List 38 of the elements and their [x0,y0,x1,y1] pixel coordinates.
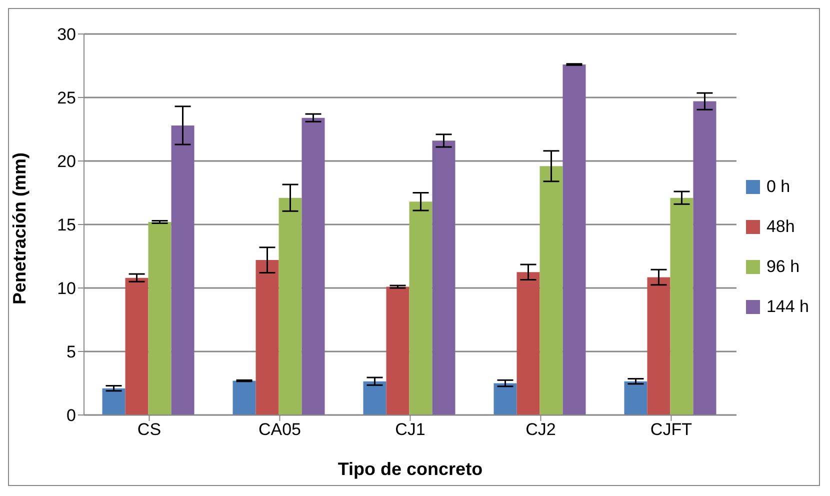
x-tick-label: CJ1 [395,420,426,440]
x-tick-label: CA05 [258,420,301,440]
bar [693,101,716,415]
bar [171,125,194,415]
y-tick-label: 5 [66,342,76,362]
bar [562,64,586,415]
bar [232,380,256,415]
bar [125,278,148,415]
bar [494,383,517,415]
bar [624,381,648,415]
bar [670,198,694,415]
y-tick-label: 25 [57,88,76,108]
bar [409,202,432,415]
y-axis-title: Penetración (mm) [9,152,30,304]
bar [256,260,279,415]
bar [432,140,456,415]
y-tick-label: 30 [57,25,76,44]
legend-label: 144 h [766,297,809,317]
x-tick-label: CS [137,420,162,440]
x-axis-title: Tipo de concreto [338,459,483,479]
bar [516,272,540,415]
bar [386,286,410,415]
bar [278,198,302,415]
bar [540,166,563,415]
y-tick-label: 20 [57,152,76,172]
bar [302,118,325,415]
y-tick-label: 0 [66,406,76,426]
y-tick-label: 15 [57,216,76,235]
legend-label: 0 h [766,177,790,197]
bar [647,277,670,415]
legend-label: 48h [766,217,795,237]
y-tick-label: 10 [57,279,76,298]
x-tick-label: CJ2 [526,420,556,440]
bar [102,388,126,415]
x-tick-label: CJFT [650,420,692,440]
legend-label: 96 h [766,257,800,277]
bar [148,222,172,415]
bar [363,381,386,415]
